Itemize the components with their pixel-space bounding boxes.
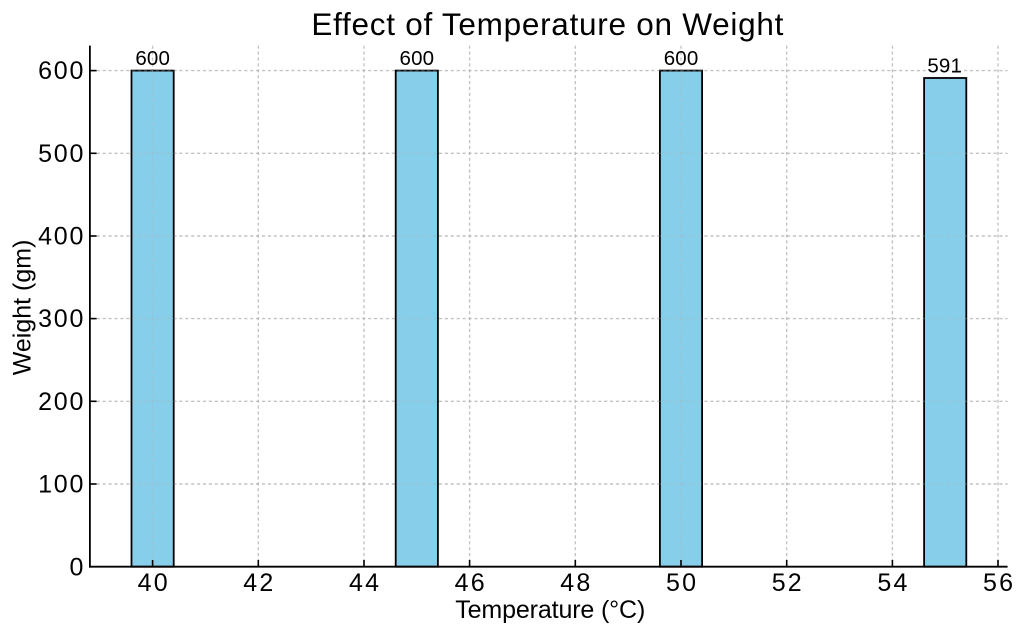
svg-text:600: 600 (664, 47, 699, 70)
svg-text:591: 591 (927, 55, 962, 78)
svg-text:200: 200 (38, 388, 83, 416)
svg-text:Temperature (°C): Temperature (°C) (455, 596, 645, 624)
svg-text:600: 600 (135, 47, 170, 70)
svg-text:600: 600 (400, 47, 435, 70)
svg-text:0: 0 (69, 553, 83, 581)
svg-text:300: 300 (38, 305, 83, 333)
svg-text:400: 400 (38, 223, 83, 251)
svg-text:500: 500 (38, 140, 83, 168)
svg-text:100: 100 (38, 471, 83, 499)
svg-text:600: 600 (38, 57, 83, 85)
svg-text:Weight (gm): Weight (gm) (9, 240, 37, 376)
svg-text:Effect of Temperature on Weigh: Effect of Temperature on Weight (311, 6, 783, 42)
